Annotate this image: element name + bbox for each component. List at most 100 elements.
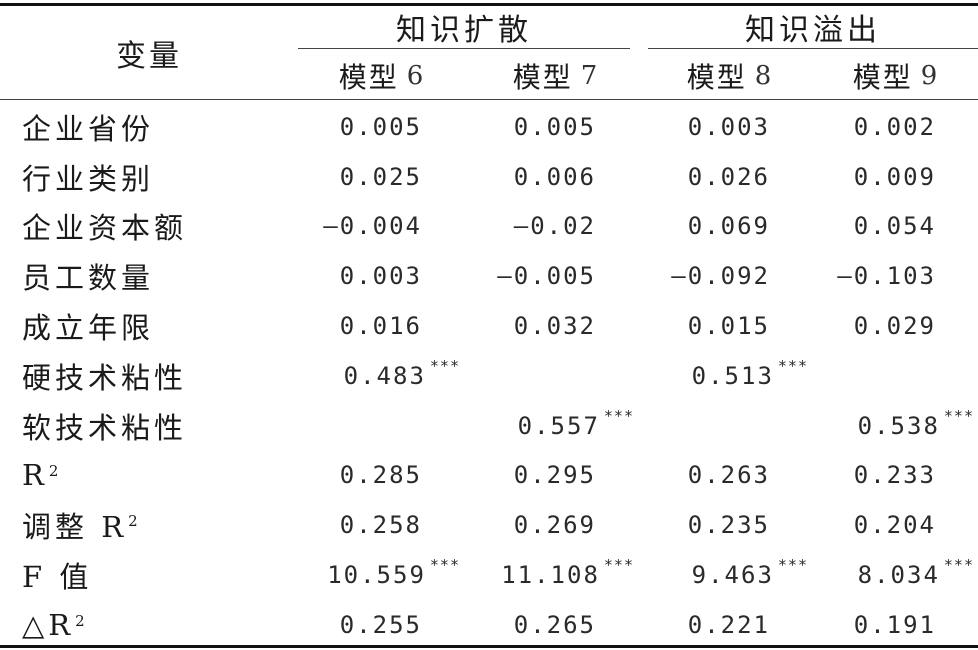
coefficient-value: 0.263 xyxy=(687,461,770,490)
value-cell-model-6: 0.003 xyxy=(340,251,422,301)
value-cell-model-8: 0.263 xyxy=(688,451,770,501)
significance-stars: *** xyxy=(777,556,808,575)
value-cell-model-7: 11.108 *** xyxy=(501,550,634,600)
significance-stars: *** xyxy=(943,556,974,575)
group-underline-diffusion xyxy=(298,48,630,49)
value-cell-model-7: 0.005 xyxy=(514,102,596,152)
coefficient-value: 0.258 xyxy=(339,511,422,540)
table-bottom-rule xyxy=(0,645,978,648)
value-cell-model-9: 0.009 xyxy=(854,152,936,202)
coefficient-value: 11.108 xyxy=(501,561,600,590)
value-cell-model-9: 8.034 *** xyxy=(858,550,974,600)
header-divider-rule xyxy=(0,99,978,100)
table-row: 员工数量 0.003 —0.005 —0.092 —0.103 xyxy=(0,251,978,301)
value-cell-model-8: 0.069 xyxy=(688,202,770,252)
coefficient-value: 0.285 xyxy=(339,461,422,490)
value-cell-model-9: 0.233 xyxy=(854,451,936,501)
table-row: 软技术粘性 0.557 *** 0.538 *** xyxy=(0,401,978,451)
table-row: 企业资本额 —0.004 —0.02 0.069 0.054 xyxy=(0,202,978,252)
significance-stars: *** xyxy=(943,406,974,425)
coefficient-value: 0.003 xyxy=(339,262,422,291)
table-top-rule xyxy=(0,3,978,6)
row-label-text: 员工数量 xyxy=(22,261,155,296)
significance-stars: *** xyxy=(429,556,460,575)
value-cell-model-6: 0.258 xyxy=(340,500,422,550)
coefficient-value: 0.557 xyxy=(517,411,600,440)
value-cell-model-7: 0.557 *** xyxy=(518,401,634,451)
coefficient-value: 0.016 xyxy=(339,312,422,341)
superscript-exponent: 2 xyxy=(48,462,63,481)
coefficient-value: 0.032 xyxy=(513,312,596,341)
model-8-header: 模型 8 xyxy=(686,61,774,94)
value-cell-model-8: 0.513 *** xyxy=(692,351,808,401)
coefficient-value: 0.191 xyxy=(853,610,936,639)
coefficient-value: —0.005 xyxy=(497,262,596,291)
group-header-knowledge-spillover: 知识溢出 xyxy=(745,13,881,48)
value-cell-model-6: —0.004 xyxy=(323,202,422,252)
coefficient-value: 0.025 xyxy=(339,162,422,191)
coefficient-value: 0.005 xyxy=(513,112,596,141)
model-7-header: 模型 7 xyxy=(512,61,600,94)
coefficient-value: 0.003 xyxy=(687,112,770,141)
coefficient-value: 0.235 xyxy=(687,511,770,540)
value-cell-model-8: 0.026 xyxy=(688,152,770,202)
row-label-text: 调整 R xyxy=(22,510,128,545)
coefficient-value: 0.538 xyxy=(857,411,940,440)
coefficient-value: 8.034 xyxy=(857,561,940,590)
significance-stars: *** xyxy=(603,406,634,425)
significance-stars: *** xyxy=(777,356,808,375)
value-cell-model-6: 0.016 xyxy=(340,301,422,351)
row-label: 行业类别 xyxy=(22,152,154,202)
coefficient-value: 0.054 xyxy=(853,212,936,241)
coefficient-value: 0.255 xyxy=(339,610,422,639)
row-label: 企业资本额 xyxy=(22,202,187,252)
value-cell-model-7: 0.265 xyxy=(514,600,596,650)
coefficient-value: 9.463 xyxy=(691,561,774,590)
row-label-text: 企业省份 xyxy=(22,111,155,146)
coefficient-value: 0.015 xyxy=(687,312,770,341)
superscript-exponent: 2 xyxy=(75,611,89,630)
value-cell-model-6: 0.005 xyxy=(340,102,422,152)
row-label-text: 硬技术粘性 xyxy=(22,360,188,395)
row-label: 软技术粘性 xyxy=(22,401,187,451)
row-label-text: 企业资本额 xyxy=(22,211,188,246)
model-6-header: 模型 6 xyxy=(338,61,426,94)
value-cell-model-8: 0.221 xyxy=(688,600,770,650)
significance-stars: *** xyxy=(603,556,634,575)
row-label: F 值 xyxy=(22,550,92,600)
value-cell-model-6: 0.483 *** xyxy=(344,351,460,401)
table-row: 企业省份 0.005 0.005 0.003 0.002 xyxy=(0,102,978,152)
row-label: 员工数量 xyxy=(22,251,154,301)
coefficient-value: 0.513 xyxy=(691,361,774,390)
row-label-text: F 值 xyxy=(22,560,93,595)
row-label: 硬技术粘性 xyxy=(22,351,187,401)
table-row: △R 2 0.255 0.265 0.221 0.191 xyxy=(0,600,978,650)
value-cell-model-8: —0.092 xyxy=(671,251,770,301)
value-cell-model-8: 0.015 xyxy=(688,301,770,351)
coefficient-value: 0.002 xyxy=(853,112,936,141)
value-cell-model-7: 0.269 xyxy=(514,500,596,550)
value-cell-model-6: 0.255 xyxy=(340,600,422,650)
table-row: F 值 10.559 *** 11.108 *** 9.463 *** 8.034 *** xyxy=(0,550,978,600)
row-label-text: 成立年限 xyxy=(22,311,155,346)
table-row: 调整 R 2 0.258 0.269 0.235 0.204 xyxy=(0,500,978,550)
variable-column-header: 变量 xyxy=(116,38,182,74)
row-label-text: △R xyxy=(22,607,75,642)
value-cell-model-7: —0.005 xyxy=(497,251,596,301)
table-row: 硬技术粘性 0.483 *** 0.513 *** xyxy=(0,351,978,401)
row-label: 企业省份 xyxy=(22,102,154,152)
value-cell-model-9: 0.191 xyxy=(854,600,936,650)
row-label: △R 2 xyxy=(22,600,89,650)
value-cell-model-8: 0.003 xyxy=(688,102,770,152)
value-cell-model-9: —0.103 xyxy=(837,251,936,301)
coefficient-value: —0.103 xyxy=(837,262,936,291)
coefficient-value: 0.029 xyxy=(853,312,936,341)
value-cell-model-8: 9.463 *** xyxy=(692,550,808,600)
value-cell-model-9: 0.054 xyxy=(854,202,936,252)
row-label-text: 行业类别 xyxy=(22,161,155,196)
value-cell-model-9: 0.204 xyxy=(854,500,936,550)
coefficient-value: 0.295 xyxy=(513,461,596,490)
coefficient-value: 0.233 xyxy=(853,461,936,490)
table-row: R 2 0.285 0.295 0.263 0.233 xyxy=(0,451,978,501)
